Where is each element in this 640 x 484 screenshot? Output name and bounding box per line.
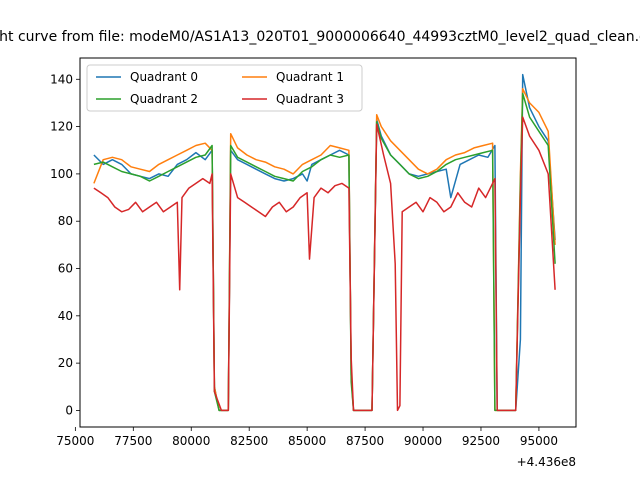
y-tick-label: 0 [65,403,73,417]
legend-box [86,64,363,112]
legend: Quadrant 0 Quadrant 1 Quadrant 2 Quadrant 3 [86,64,363,112]
y-tick-label: 80 [58,214,73,228]
series-line-quadrant-1 [93,88,556,412]
y-tick-label: 60 [58,262,73,276]
y-tick-label: 140 [50,72,73,86]
y-tick-label: 120 [50,120,73,134]
plot-lines [93,73,556,412]
x-tick-label: 75000 [56,434,94,448]
y-axis: 0 20 40 60 80 100 120 140 [50,72,80,417]
legend-label: Quadrant 2 [130,92,198,106]
legend-label: Quadrant 0 [130,70,198,84]
x-axis: 75000 77500 80000 82500 85000 87500 90000 92500… [56,427,558,448]
chart-title: Light curve from file: modeM0/AS1A13_020… [0,29,640,45]
x-tick-label: 90000 [404,434,442,448]
series-line-quadrant-0 [93,73,556,412]
plot-frame [79,57,577,428]
y-tick-label: 40 [58,309,73,323]
x-tick-label: 87500 [346,434,384,448]
y-tick-label: 20 [58,356,73,370]
x-tick-label: 85000 [288,434,326,448]
x-tick-label: 95000 [520,434,558,448]
x-tick-label: 82500 [230,434,268,448]
x-offset-label: +4.436e8 [517,455,576,469]
x-tick-label: 80000 [172,434,210,448]
x-tick-label: 77500 [114,434,152,448]
series-line-quadrant-2 [93,92,556,412]
x-tick-label: 92500 [462,434,500,448]
legend-label: Quadrant 3 [276,92,344,106]
series-line-quadrant-3 [93,116,556,412]
y-tick-label: 100 [50,167,73,181]
legend-label: Quadrant 1 [276,70,344,84]
